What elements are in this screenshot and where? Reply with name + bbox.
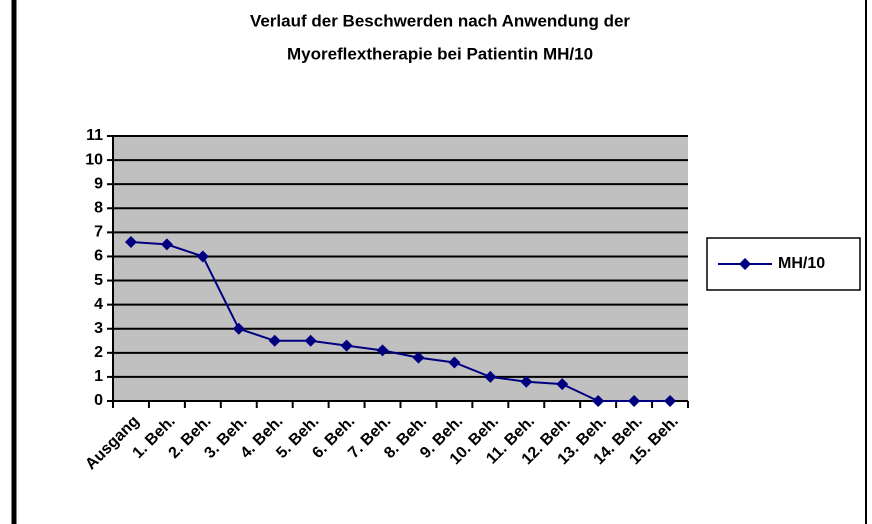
data-point [412, 351, 425, 364]
data-point [376, 344, 389, 357]
y-tick-label: 1 [94, 368, 103, 385]
legend-label: MH/10 [778, 255, 825, 272]
y-tick-label: 11 [86, 127, 103, 144]
data-point [340, 339, 353, 352]
data-point [232, 322, 245, 335]
y-tick-label: 9 [94, 175, 103, 192]
y-tick-label: 5 [94, 272, 103, 289]
data-point [196, 250, 209, 263]
y-tick-label: 2 [94, 344, 103, 361]
legend-marker [739, 258, 751, 270]
data-point [556, 378, 569, 391]
data-point [520, 375, 533, 388]
data-point [484, 370, 497, 383]
data-point [628, 395, 641, 407]
data-point [592, 395, 605, 407]
y-tick-label: 3 [94, 320, 103, 337]
y-tick-label: 4 [94, 296, 103, 313]
chart-title: Verlauf der Beschwerden nach Anwendung d… [250, 11, 630, 30]
data-point [124, 236, 137, 248]
y-tick-label: 10 [85, 151, 103, 168]
data-point [304, 334, 317, 347]
data-point [664, 395, 677, 407]
data-point [448, 356, 461, 369]
y-tick-label: 7 [94, 224, 103, 241]
plot-area [113, 136, 688, 401]
chart-title: Myoreflextherapie bei Patientin MH/10 [287, 44, 593, 63]
y-tick-label: 8 [94, 199, 103, 216]
data-point [160, 238, 173, 251]
data-point [268, 334, 281, 347]
series-line [130, 241, 671, 402]
y-tick-label: 6 [94, 248, 103, 265]
y-tick-label: 0 [94, 392, 103, 409]
